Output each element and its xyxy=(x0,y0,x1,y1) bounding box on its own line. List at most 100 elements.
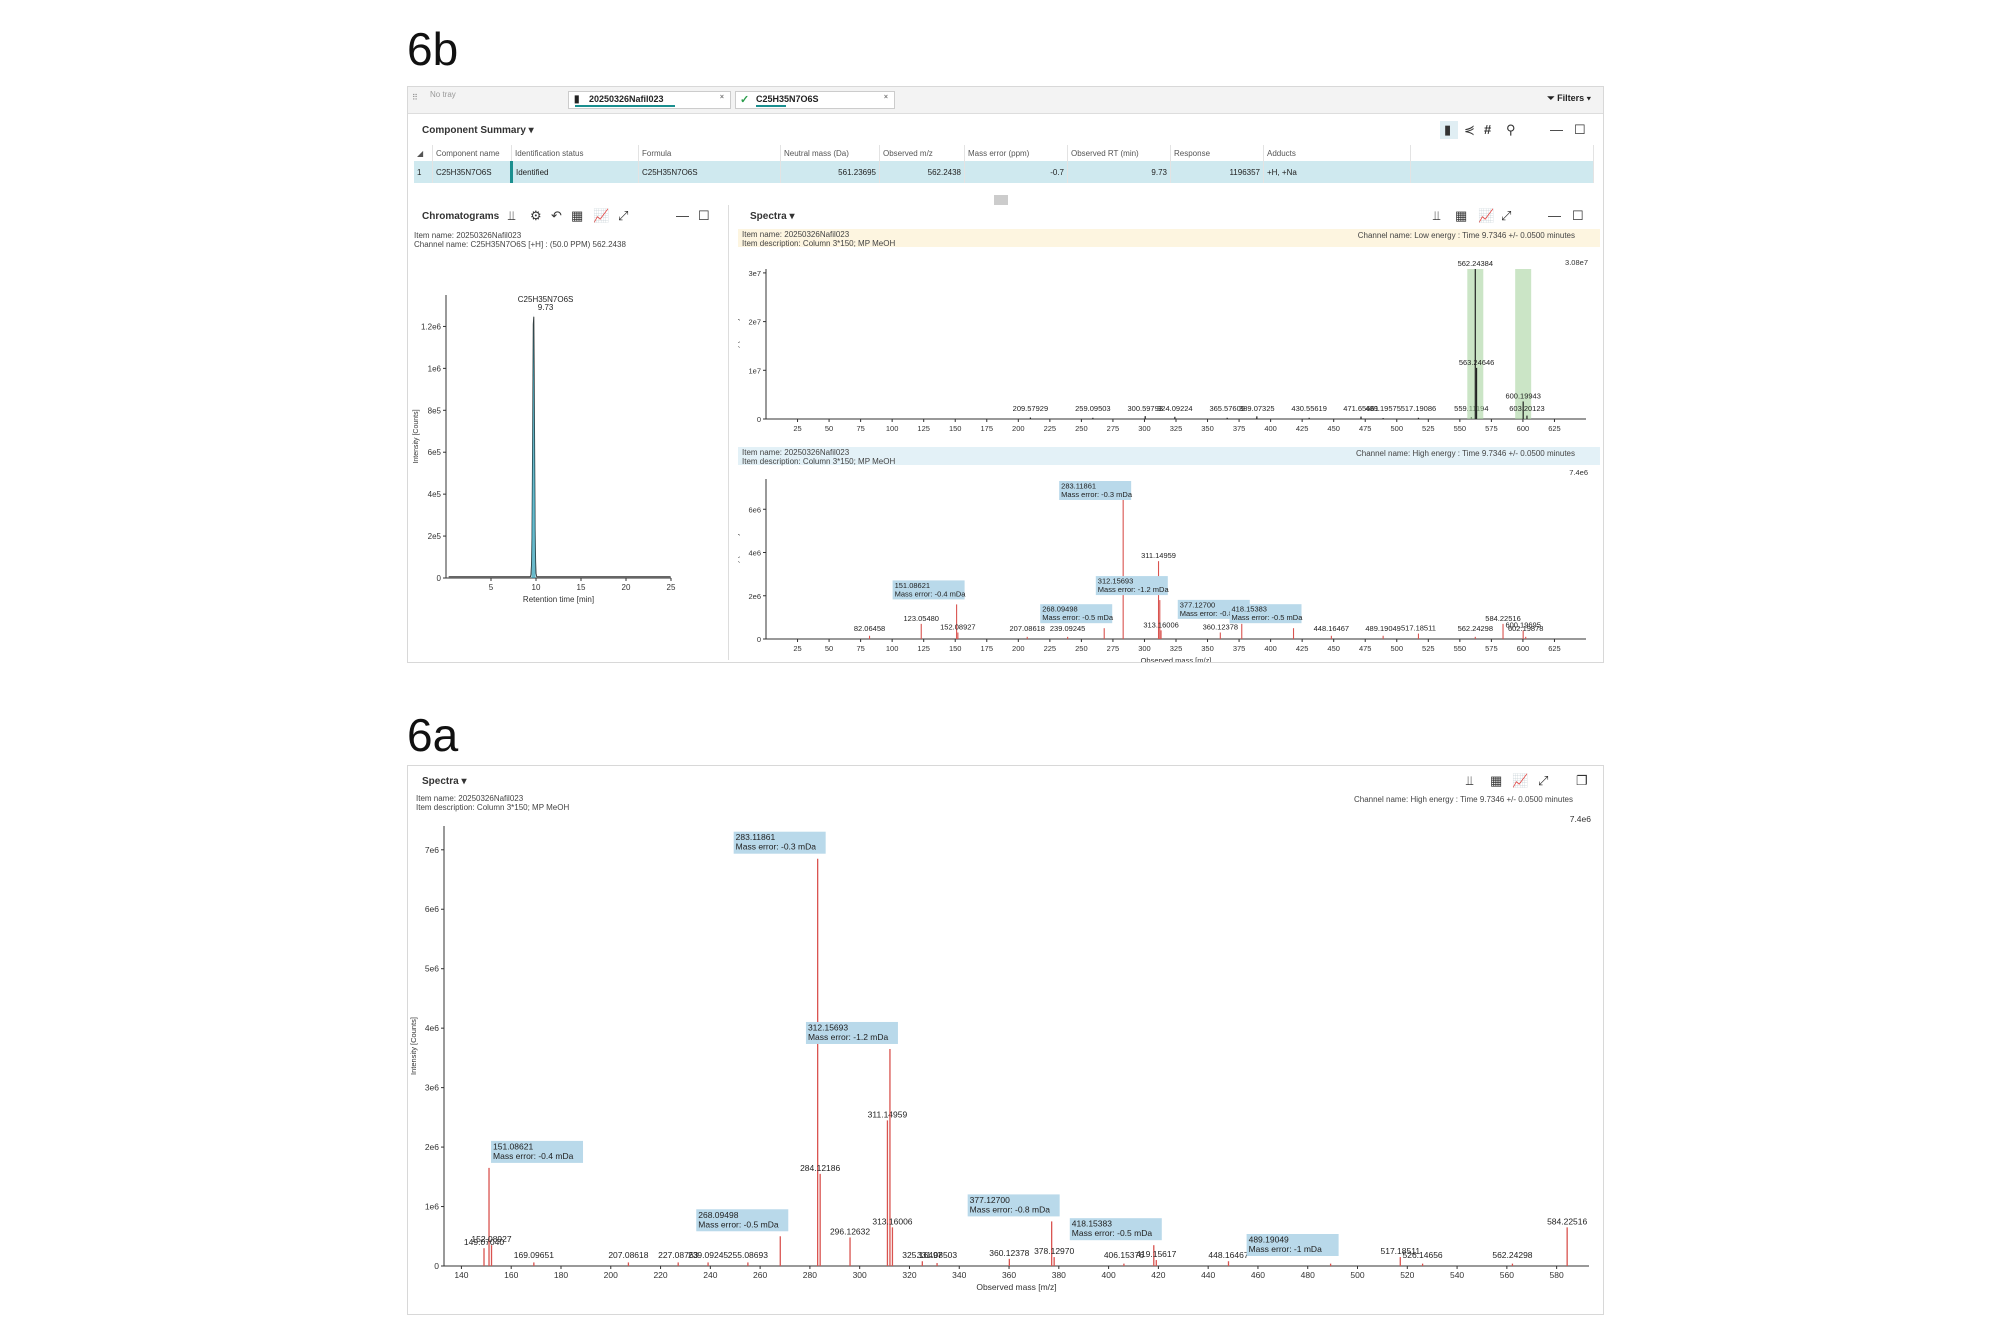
fragment-label-box xyxy=(1059,481,1132,500)
x-tick-label: 420 xyxy=(1151,1270,1165,1280)
x-tick-label: 20 xyxy=(622,583,631,592)
check-circle-icon: ✓ xyxy=(740,94,750,106)
expand-icon[interactable]: ⤢ xyxy=(1501,208,1512,223)
x-tick-label: 10 xyxy=(532,583,541,592)
minimize-icon[interactable]: — xyxy=(676,208,689,223)
column-header[interactable]: Identification status xyxy=(511,145,639,161)
y-tick-label: 5e6 xyxy=(425,964,439,974)
chromatogram-chart[interactable]: 5 10 15 20 25 0 2e5 4e5 6e5 8e5 1e6 1.2e6 Retention … xyxy=(408,247,718,662)
x-tick-label: 380 xyxy=(1052,1270,1066,1280)
chromatogram-trace xyxy=(448,316,671,578)
splitter-handle[interactable] xyxy=(994,195,1008,205)
peak-fill xyxy=(531,311,536,578)
peak-mz-label: 313.16006 xyxy=(1143,620,1178,629)
chromatograms-title[interactable]: Chromatograms xyxy=(422,211,499,222)
cell-response: 1196357 xyxy=(1170,161,1264,183)
component-summary-title[interactable]: Component Summary ▾ xyxy=(422,125,534,136)
high-channel-name: Channel name: High energy : Time 9.7346 … xyxy=(1355,449,1575,458)
fragment-label-box xyxy=(491,1140,584,1163)
expand-icon[interactable]: ⤢ xyxy=(618,208,629,223)
fragment-error-label: Mass error: -0.4 mDa xyxy=(895,589,967,598)
peak-mz-label: 584.22516 xyxy=(1547,1216,1587,1226)
spectra-label: Spectra xyxy=(750,211,787,222)
table-row[interactable]: 1 C25H35N7O6S Identified C25H35N7O6S 561… xyxy=(414,161,1594,183)
column-header[interactable]: Response xyxy=(1170,145,1264,161)
peak-icon[interactable]: ⫫ xyxy=(508,208,516,223)
low-energy-spectrum[interactable]: 25 50 75 100 125 150 175 200 225 250 275 300 325 350 3… xyxy=(738,247,1600,437)
fragment-error-label: Mass error: -0.8 mDa xyxy=(1180,609,1252,618)
spectra-title[interactable]: Spectra ▾ xyxy=(750,211,795,222)
peak-mz-label: 259.09503 xyxy=(1075,404,1110,413)
peak-mz-label: 517.18511 xyxy=(1381,1246,1421,1256)
spectra-title[interactable]: Spectra ▾ xyxy=(422,776,467,787)
undo-icon[interactable]: ↶ xyxy=(551,208,562,223)
gear-icon[interactable]: ⚙ xyxy=(530,208,542,223)
x-tick-label: 625 xyxy=(1548,424,1561,433)
x-tick-label: 480 xyxy=(1301,1270,1315,1280)
y-tick-label: 8e5 xyxy=(428,406,442,415)
tab-sample[interactable]: ▮ 20250326Nafil023 × xyxy=(568,91,731,109)
fragment-mz-label: 268.09498 xyxy=(698,1210,738,1220)
column-header[interactable]: Adducts xyxy=(1263,145,1411,161)
view-toggle-button[interactable] xyxy=(1440,121,1458,139)
peak-icon[interactable]: ⫫ xyxy=(1433,208,1441,223)
hash-icon[interactable]: # xyxy=(1484,122,1492,137)
expand-icon[interactable]: ⤢ xyxy=(1538,773,1549,788)
chart-icon[interactable]: 📈 xyxy=(1478,208,1495,223)
fragment-label-box xyxy=(696,1209,789,1232)
maximize-icon[interactable]: ☐ xyxy=(1572,208,1584,223)
x-tick-label: 325 xyxy=(1170,424,1183,433)
zoomed-spectrum-chart[interactable]: 140 160 180 200 220 240 260 280 300 320 340 360 380 4… xyxy=(408,810,1603,1314)
fragment-label-box xyxy=(1069,1218,1162,1241)
x-tick-label: 225 xyxy=(1044,644,1057,653)
peak-mz-label: 419.15617 xyxy=(1136,1249,1176,1259)
tab-compound-label: C25H35N7O6S xyxy=(756,94,819,104)
column-header[interactable]: Observed RT (min) xyxy=(1067,145,1171,161)
y-tick-label: 4e6 xyxy=(425,1023,439,1033)
minimize-icon[interactable]: — xyxy=(1548,208,1561,223)
maximize-icon[interactable]: ☐ xyxy=(1574,122,1586,137)
fragment-mz-label: 312.15693 xyxy=(808,1022,848,1032)
high-energy-spectrum[interactable]: 25 50 75 100 125 150 175 200 225 250 275 300 325 350 3… xyxy=(738,465,1600,662)
column-header[interactable]: Component name xyxy=(432,145,512,161)
column-header[interactable]: Observed m/z xyxy=(879,145,965,161)
restore-icon[interactable]: ❐ xyxy=(1576,773,1588,788)
peak-mz-label: 563.24646 xyxy=(1459,358,1494,367)
grid-icon[interactable]: ⠿ xyxy=(412,93,418,102)
sort-icon[interactable]: ◢ xyxy=(414,145,433,161)
tab-compound[interactable]: ✓ C25H35N7O6S × xyxy=(735,91,895,109)
table-icon[interactable]: ▦ xyxy=(1490,773,1503,788)
fragment-error-label: Mass error: -1 mDa xyxy=(1249,1244,1322,1254)
figure-label-6a: 6a xyxy=(407,709,459,761)
share-icon[interactable]: ⋞ xyxy=(1464,122,1475,137)
x-tick-label: 100 xyxy=(886,644,899,653)
x-tick-label: 25 xyxy=(793,424,801,433)
table-icon[interactable]: ▦ xyxy=(1455,208,1468,223)
y-tick-label: 0 xyxy=(757,635,761,644)
cell-mass-error: -0.7 xyxy=(964,161,1068,183)
chart-icon[interactable]: 📈 xyxy=(593,208,610,223)
table-header-row: ◢ Component name Identification status F… xyxy=(414,145,1594,161)
y-tick-label: 2e6 xyxy=(425,1142,439,1152)
table-icon[interactable]: ▦ xyxy=(571,208,584,223)
close-icon[interactable]: × xyxy=(719,94,724,101)
fragment-mz-label: 312.15693 xyxy=(1098,577,1133,586)
minimize-icon[interactable]: — xyxy=(1550,122,1563,137)
close-icon[interactable]: × xyxy=(883,94,888,101)
column-header[interactable]: Mass error (ppm) xyxy=(964,145,1068,161)
peak-icon[interactable]: ⫫ xyxy=(1466,773,1474,788)
maximize-icon[interactable]: ☐ xyxy=(698,208,710,223)
x-tick-label: 50 xyxy=(825,644,833,653)
x-tick-label: 75 xyxy=(856,424,864,433)
x-tick-label: 425 xyxy=(1296,644,1309,653)
chart-icon[interactable]: 📈 xyxy=(1512,773,1529,788)
column-header[interactable]: Formula xyxy=(638,145,781,161)
peak-mz-label: 152.08927 xyxy=(940,623,975,632)
structure-icon[interactable]: ⚲ xyxy=(1506,122,1516,137)
x-tick-label: 550 xyxy=(1454,644,1467,653)
x-tick-label: 400 xyxy=(1264,424,1277,433)
column-header[interactable]: Neutral mass (Da) xyxy=(780,145,880,161)
tray-label: No tray xyxy=(430,90,456,99)
peak-mz-label: 325.16497 xyxy=(902,1250,942,1260)
filters-button[interactable]: ⏷ Filters ▾ xyxy=(1547,93,1591,103)
